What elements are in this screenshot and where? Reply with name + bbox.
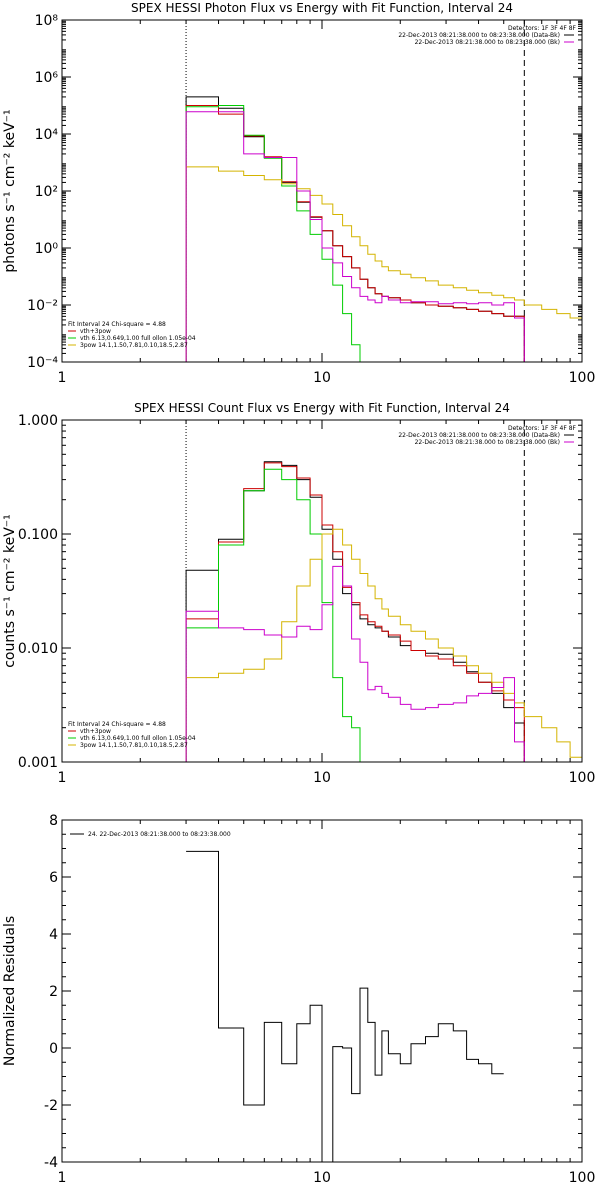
legend-entry: 22-Dec-2013 08:21:38.000 to 08:23:38.000…: [415, 39, 560, 46]
panel-2: SPEX HESSI Count Flux vs Energy with Fit…: [2, 401, 595, 786]
series-group: [186, 850, 504, 1162]
series-line: [185, 166, 582, 362]
y-axis-label: Normalized Residuals: [2, 916, 18, 1066]
y-tick-label: 4: [49, 927, 58, 943]
series-line: [185, 565, 525, 762]
fit-legend-header: Fit Interval 24 Chi-square = 4.88: [68, 721, 166, 728]
y-tick-label: 6: [49, 870, 58, 886]
legend-entry: 22-Dec-2013 08:21:38.000 to 08:23:38.000…: [415, 439, 560, 446]
y-tick-label: 10⁰: [35, 241, 59, 257]
series-line: [185, 96, 525, 362]
y-tick-label: 2: [49, 984, 58, 1000]
y-tick-label: 10⁸: [35, 13, 59, 29]
series-line: [185, 462, 525, 762]
x-tick-label: 100: [569, 770, 596, 786]
fit-legend-entry: vth 6.13,0.649,1.00 full ollon 1.05e-04: [80, 735, 196, 742]
series-line: [185, 528, 582, 762]
y-tick-label: -2: [44, 1098, 58, 1114]
panel-3: Normalized Residuals 1 10 100 -4 -2 0 2 4 6 8 24. 2…: [2, 813, 595, 1186]
plot-frame: [61, 819, 583, 1163]
legend-header: Detectors: 1F 3F 4F 8F: [508, 425, 577, 432]
x-tick-label: 1: [58, 770, 67, 786]
x-tick-label: 100: [569, 370, 596, 386]
plot-frame: [61, 419, 583, 763]
y-tick-label: 0.001: [18, 755, 58, 771]
y-axis-label: counts s⁻¹ cm⁻² keV⁻¹: [2, 514, 18, 668]
y-tick-label: 0.010: [18, 641, 58, 657]
legend-header: Detectors: 1F 3F 4F 8F: [508, 25, 577, 32]
fit-legend-entry: vth+3pow: [80, 728, 111, 735]
y-tick-label: 10⁻²: [27, 298, 58, 314]
series-line: [185, 105, 376, 362]
x-tick-label: 10: [313, 770, 331, 786]
fit-legend-entry: 3pow 14.1,1.50,7.81,0.10,18.5,2.87: [80, 342, 188, 349]
x-tick-label: 1: [58, 1170, 67, 1186]
fit-legend-entry: vth+3pow: [80, 328, 111, 335]
chart-title: SPEX HESSI Photon Flux vs Energy with Fi…: [131, 1, 513, 15]
x-tick-label: 1: [58, 370, 67, 386]
x-tick-label: 10: [313, 370, 331, 386]
fit-legend-entry: vth 6.13,0.649,1.00 full ollon 1.05e-04: [80, 335, 196, 342]
chart-title: SPEX HESSI Count Flux vs Energy with Fit…: [134, 401, 510, 415]
panel-1: SPEX HESSI Photon Flux vs Energy with Fi…: [2, 1, 595, 386]
x-tick-label: 100: [569, 1170, 596, 1186]
y-tick-label: 10²: [35, 184, 58, 200]
y-tick-label: 10⁴: [35, 127, 59, 143]
y-tick-label: 0: [49, 1041, 58, 1057]
series-line: [186, 850, 504, 1162]
legend-entry: 22-Dec-2013 08:21:38.000 to 08:23:38.000…: [398, 432, 560, 439]
series-line: [185, 111, 525, 362]
y-tick-label: 0.100: [18, 527, 58, 543]
series-line: [185, 468, 368, 762]
series-line: [185, 105, 525, 362]
series-line: [185, 461, 525, 762]
y-tick-label: 1.000: [18, 413, 58, 429]
y-axis-label: photons s⁻¹ cm⁻² keV⁻¹: [2, 109, 18, 272]
fit-legend-header: Fit Interval 24 Chi-square = 4.88: [68, 321, 166, 328]
x-tick-label: 10: [313, 1170, 331, 1186]
y-tick-label: 10⁶: [35, 70, 59, 86]
legend-entry: 24. 22-Dec-2013 08:21:38.000 to 08:23:38…: [88, 831, 231, 838]
y-tick-label: -4: [44, 1155, 58, 1171]
fit-legend-entry: 3pow 14.1,1.50,7.81,0.10,18.5,2.87: [80, 742, 188, 749]
series-group: [185, 461, 582, 762]
plot-frame: [61, 19, 583, 363]
series-group: [185, 96, 582, 362]
legend-entry: 22-Dec-2013 08:21:38.000 to 08:23:38.000…: [398, 32, 560, 39]
y-tick-label: 10⁻⁴: [27, 355, 58, 371]
y-tick-label: 8: [49, 813, 58, 829]
